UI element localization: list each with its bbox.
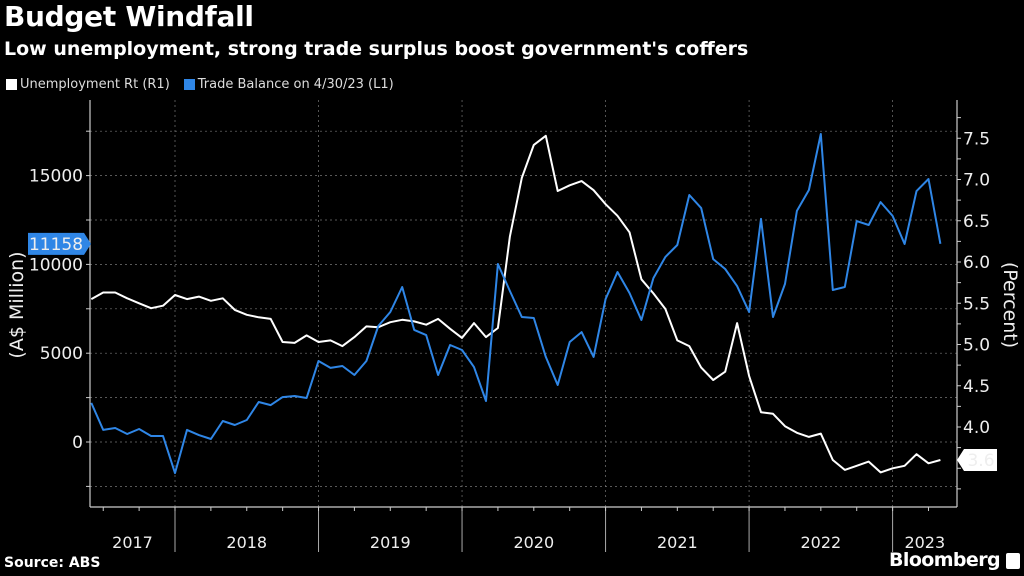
unemployment-last-value: 3.6: [967, 451, 994, 471]
left-axis-title: (A$ Million): [6, 251, 28, 358]
x-tick-label: 2018: [226, 533, 267, 552]
value-labels: 11158 3.6: [28, 232, 997, 471]
legend-item-unemployment: Unemployment Rt (R1): [6, 77, 170, 92]
right-tick-label: 4.0: [963, 418, 990, 438]
x-tick-label: 2017: [112, 533, 153, 552]
axes: 0 5000 10000 15000 4.0 4.5 5.0 5.5 6.0 6.5 7.0 7.5 2…: [29, 100, 990, 552]
chart-title: Budget Windfall: [4, 0, 254, 33]
brand-logo: Bloomberg: [889, 549, 1001, 571]
legend: Unemployment Rt (R1) Trade Balance on 4/…: [6, 77, 394, 92]
x-tick-label: 2022: [800, 533, 841, 552]
right-tick-label: 6.5: [963, 212, 990, 232]
right-tick-label: 5.5: [963, 294, 990, 314]
left-tick-label: 0: [72, 433, 83, 453]
right-tick-label: 7.0: [963, 171, 990, 191]
legend-swatch-unemployment: [6, 79, 17, 90]
bloomberg-terminal-icon: [1006, 553, 1020, 569]
legend-item-trade-balance: Trade Balance on 4/30/23 (L1): [183, 77, 394, 92]
left-tick-label: 10000: [29, 255, 83, 275]
legend-swatch-trade-balance: [183, 79, 195, 90]
left-tick-label: 5000: [40, 344, 83, 364]
series-layer: [90, 133, 942, 475]
x-tick-label: 2021: [657, 533, 698, 552]
right-tick-label: 6.0: [963, 253, 990, 273]
right-tick-label: 7.5: [963, 129, 990, 149]
unemployment-last-value-badge: [957, 449, 997, 471]
left-tick-label: 15000: [29, 167, 83, 187]
source-note: Source: ABS: [4, 555, 101, 571]
trade-balance-last-value: 11158: [29, 235, 83, 255]
right-tick-label: 5.0: [963, 336, 990, 356]
right-tick-label: 4.5: [963, 377, 990, 397]
unemployment-line: [90, 134, 941, 474]
chart-subtitle: Low unemployment, strong trade surplus b…: [4, 38, 749, 60]
x-tick-label: 2019: [370, 533, 411, 552]
legend-label-unemployment: Unemployment Rt (R1): [20, 77, 170, 92]
x-tick-label: 2020: [513, 533, 554, 552]
legend-label-trade-balance: Trade Balance on 4/30/23 (L1): [197, 77, 394, 92]
x-tick-label: 2023: [904, 533, 945, 552]
right-axis-title: (Percent): [999, 262, 1021, 348]
trade-balance-last-value-badge: [28, 232, 91, 255]
trade-balance-line: [90, 133, 942, 475]
